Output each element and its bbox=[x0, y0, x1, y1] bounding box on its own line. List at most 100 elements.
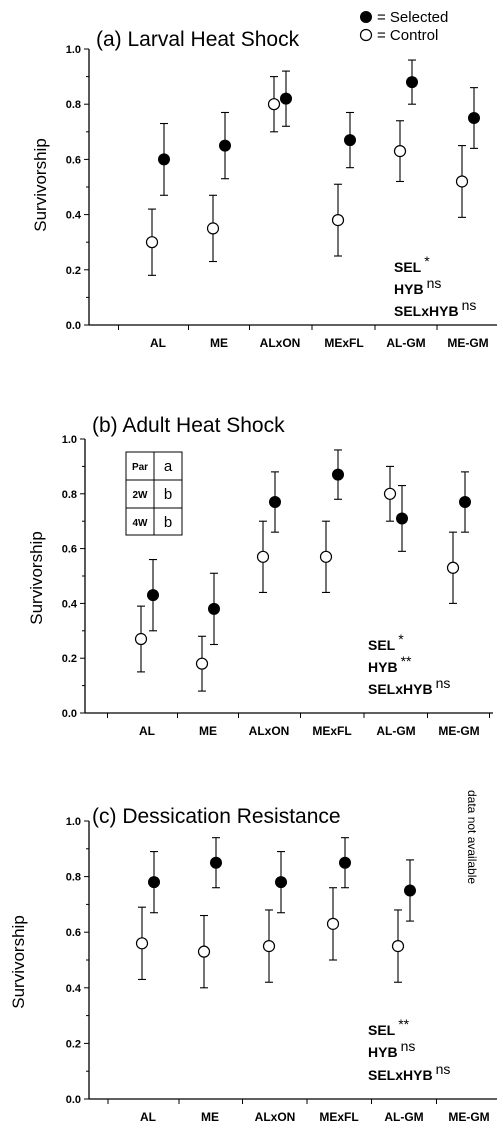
stat-label: SELxHYB bbox=[394, 303, 459, 319]
stat-significance: * bbox=[424, 253, 430, 269]
stat-significance: ** bbox=[401, 653, 412, 669]
y-tick-label: 0.0 bbox=[66, 320, 81, 332]
control-point bbox=[393, 145, 407, 158]
x-tick-label: ALxON bbox=[249, 724, 290, 738]
panel-c-plot: 0.0 0.2 0.4 0.6 0.8 1.0 AL ME ALxON MExFL AL-GM ME-… bbox=[66, 816, 497, 1122]
legend-control-marker bbox=[359, 28, 373, 42]
y-tick-label: 0.6 bbox=[66, 154, 81, 166]
x-tick-label: MExFL bbox=[319, 1110, 358, 1122]
control-point bbox=[197, 945, 211, 958]
legend-selected-marker bbox=[360, 11, 372, 23]
control-point bbox=[195, 657, 209, 670]
x-tick-label: AL-GM bbox=[376, 724, 415, 738]
selected-point bbox=[148, 876, 160, 889]
y-tick-label: 0.4 bbox=[66, 983, 82, 995]
x-tick-label: AL bbox=[150, 336, 166, 350]
panel-c-title: (c) Dessication Resistance bbox=[92, 805, 341, 828]
selected-point bbox=[406, 76, 418, 89]
control-point bbox=[262, 939, 276, 953]
y-tick-label: 0.4 bbox=[62, 598, 78, 610]
y-tick-label: 1.0 bbox=[66, 816, 81, 828]
inset-letter: b bbox=[164, 514, 172, 531]
y-tick-label: 0.6 bbox=[66, 927, 81, 939]
control-point bbox=[206, 222, 220, 235]
x-tick-label: AL-GM bbox=[384, 1110, 423, 1122]
control-point bbox=[326, 917, 340, 930]
selected-point bbox=[404, 884, 416, 897]
selected-point bbox=[332, 468, 344, 481]
inset-group-label: 4W bbox=[133, 518, 149, 529]
panel-c-ylabel: Survivorship bbox=[9, 915, 28, 1009]
panel-c-note: data not available bbox=[465, 790, 479, 884]
y-tick-label: 1.0 bbox=[62, 434, 77, 446]
x-tick-label: ME-GM bbox=[448, 1110, 489, 1122]
selected-point bbox=[344, 134, 356, 147]
x-tick-label: AL bbox=[140, 1110, 156, 1122]
plots-layer: 0.0 0.2 0.4 0.6 0.8 1.0 AL ME ALxON MExFL AL-GM ME-… bbox=[62, 44, 497, 1122]
control-point bbox=[319, 550, 333, 563]
selected-point bbox=[396, 512, 408, 525]
selected-point bbox=[269, 496, 281, 509]
y-tick-label: 0.8 bbox=[62, 489, 77, 501]
y-tick-label: 0.2 bbox=[66, 1038, 81, 1050]
legend: = Selected = Control bbox=[359, 9, 448, 44]
control-point bbox=[391, 939, 405, 953]
legend-selected-label: = Selected bbox=[377, 9, 448, 26]
legend-control-label: = Control bbox=[377, 27, 438, 44]
inset-letter: b bbox=[164, 486, 172, 503]
stat-label: SEL bbox=[394, 259, 422, 275]
selected-point bbox=[147, 589, 159, 602]
stat-label: HYB bbox=[368, 659, 398, 675]
y-tick-label: 0.6 bbox=[62, 544, 77, 556]
selected-point bbox=[459, 496, 471, 509]
selected-point bbox=[275, 876, 287, 889]
x-tick-label: ME-GM bbox=[447, 336, 488, 350]
inset-group-label: Par bbox=[132, 462, 148, 473]
x-tick-label: ME-GM bbox=[438, 724, 479, 738]
stat-significance: ns bbox=[462, 297, 477, 313]
stat-significance: ns bbox=[401, 1038, 416, 1054]
control-point bbox=[455, 175, 469, 188]
control-point bbox=[383, 487, 397, 500]
x-tick-label: ALxON bbox=[255, 1110, 296, 1122]
x-tick-label: MExFL bbox=[324, 336, 363, 350]
y-tick-label: 0.2 bbox=[66, 265, 81, 277]
panel-a-plot: 0.0 0.2 0.4 0.6 0.8 1.0 AL ME ALxON MExFL AL-GM ME-… bbox=[66, 44, 497, 350]
stat-significance: ns bbox=[436, 675, 451, 691]
inset-group-label: 2W bbox=[133, 490, 149, 501]
stat-significance: * bbox=[398, 631, 404, 647]
selected-point bbox=[280, 92, 292, 105]
y-tick-label: 0.2 bbox=[62, 653, 77, 665]
y-tick-label: 0.0 bbox=[66, 1094, 81, 1106]
selected-point bbox=[219, 139, 231, 152]
x-tick-label: ME bbox=[201, 1110, 219, 1122]
stat-label: HYB bbox=[394, 281, 424, 297]
control-point bbox=[145, 236, 159, 249]
control-point bbox=[256, 550, 270, 563]
control-point bbox=[134, 632, 148, 646]
control-point bbox=[267, 98, 281, 111]
panel-a-title: (a) Larval Heat Shock bbox=[96, 28, 300, 51]
x-tick-label: ME bbox=[199, 724, 217, 738]
panel-b-inset-table: Par a 2W b 4W b bbox=[125, 451, 183, 536]
selected-point bbox=[468, 112, 480, 124]
y-tick-label: 0.8 bbox=[66, 872, 81, 884]
panel-a-ylabel: Survivorship bbox=[31, 138, 50, 232]
stat-significance: ** bbox=[398, 1016, 409, 1032]
stat-significance: ns bbox=[427, 275, 442, 291]
control-point bbox=[135, 937, 149, 950]
x-tick-label: ME bbox=[210, 336, 228, 350]
stat-label: SELxHYB bbox=[368, 681, 433, 697]
x-tick-label: AL bbox=[139, 724, 155, 738]
selected-point bbox=[339, 856, 351, 869]
y-tick-label: 1.0 bbox=[66, 44, 81, 56]
control-point bbox=[331, 214, 345, 227]
panel-b-title: (b) Adult Heat Shock bbox=[92, 414, 285, 437]
x-tick-label: ALxON bbox=[260, 336, 301, 350]
selected-point bbox=[208, 602, 220, 615]
inset-letter: a bbox=[164, 458, 173, 475]
control-point bbox=[446, 561, 460, 574]
selected-point bbox=[158, 153, 170, 166]
y-tick-label: 0.4 bbox=[66, 210, 82, 222]
